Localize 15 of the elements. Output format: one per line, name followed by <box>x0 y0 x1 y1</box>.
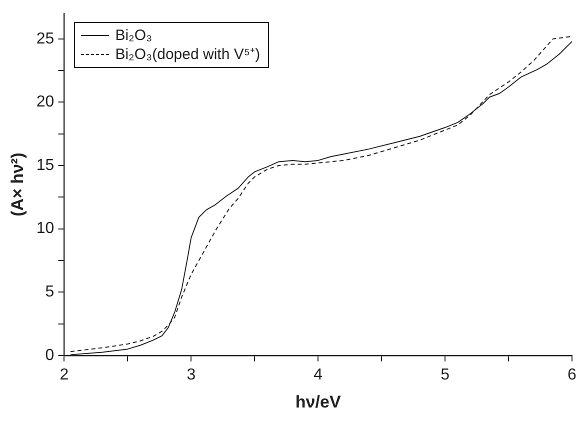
x-tick-label: 6 <box>568 366 577 384</box>
y-tick-label: 15 <box>36 156 54 174</box>
x-tick-label: 5 <box>440 366 450 384</box>
y-tick-label: 10 <box>36 220 54 238</box>
legend-label: Bi₂O₃ <box>115 26 152 45</box>
x-tick-label: 2 <box>60 366 69 384</box>
x-tick-label: 3 <box>186 366 196 384</box>
y-tick-label: 5 <box>45 284 54 301</box>
y-axis-title: (A× hν²) <box>8 152 27 216</box>
y-tick-label: 0 <box>45 346 54 364</box>
y-tick-label: 20 <box>36 94 54 111</box>
legend-label: Bi₂O₃(doped with V⁵⁺) <box>115 44 260 64</box>
x-axis-title: hν/eV <box>295 392 342 412</box>
y-tick-label: 25 <box>36 30 54 48</box>
x-tick-label: 4 <box>314 366 323 384</box>
